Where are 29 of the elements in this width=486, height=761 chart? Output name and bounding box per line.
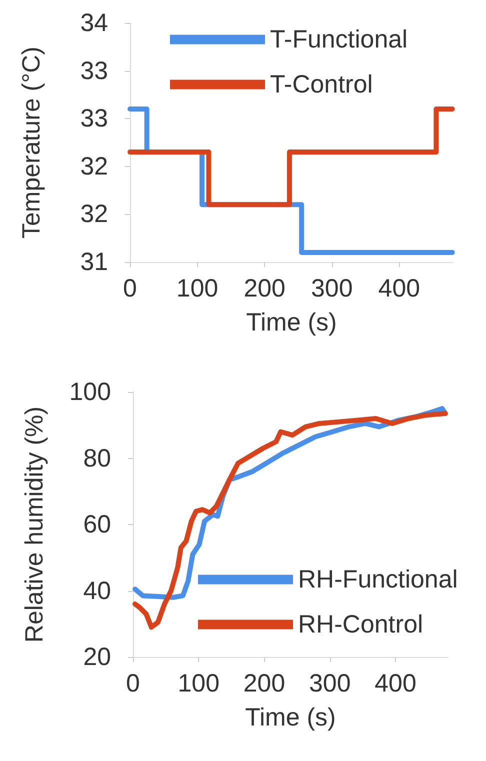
x-tick-label: 300 — [309, 670, 351, 698]
y-tick-label: 31 — [80, 248, 108, 276]
x-axis-title: Time (s) — [246, 308, 337, 336]
y-tick-label: 32 — [80, 200, 108, 228]
x-tick-label: 300 — [311, 274, 353, 302]
y-tick-label: 33 — [80, 56, 108, 85]
x-tick-label: 100 — [176, 274, 218, 302]
x-tick-label: 200 — [243, 670, 286, 698]
x-tick-label: 400 — [378, 274, 420, 302]
y-tick-label: 33 — [80, 104, 108, 133]
x-axis-title: Time (s) — [245, 704, 336, 732]
y-tick-label: 32 — [80, 152, 108, 180]
legend-label: T-Functional — [270, 26, 408, 54]
x-tick-label: 0 — [126, 670, 140, 698]
legend-label: RH-Control — [298, 610, 424, 638]
legend-label: RH-Functional — [298, 566, 458, 594]
legend-label: T-Control — [270, 70, 373, 98]
y-tick-label: 100 — [69, 378, 111, 406]
y-tick-label: 80 — [83, 444, 111, 472]
x-tick-label: 400 — [374, 670, 416, 698]
y-axis-title: Temperature (°C) — [18, 46, 46, 238]
y-tick-label: 20 — [83, 643, 111, 671]
y-tick-label: 60 — [83, 510, 111, 538]
x-tick-label: 0 — [123, 274, 137, 302]
y-axis-title: Relative humidity (%) — [20, 406, 48, 643]
y-tick-label: 34 — [80, 9, 108, 37]
x-tick-label: 200 — [244, 274, 286, 302]
y-tick-label: 40 — [83, 576, 111, 605]
x-tick-label: 100 — [178, 670, 220, 698]
